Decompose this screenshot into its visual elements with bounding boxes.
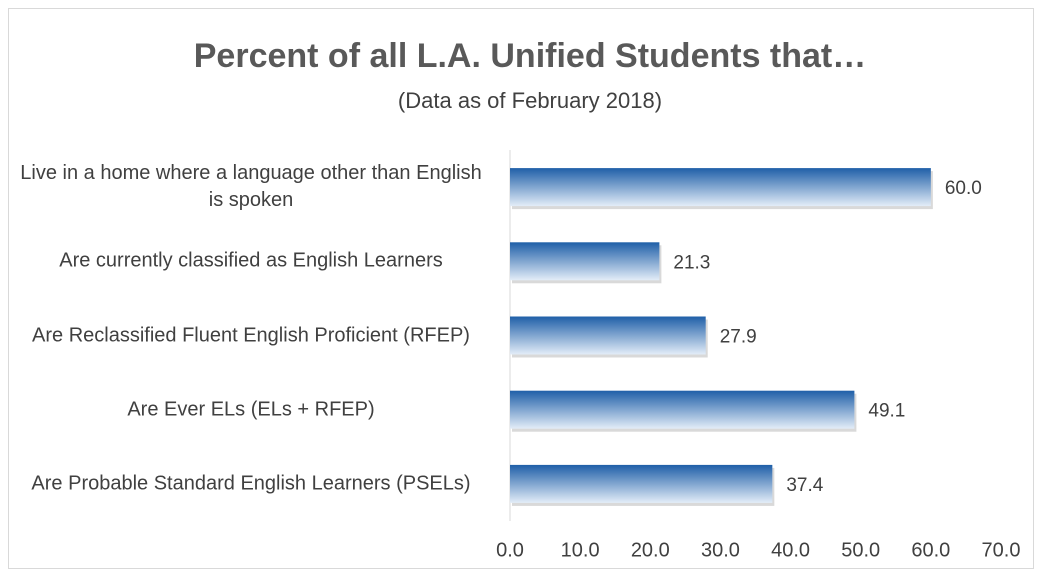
chart-subtitle: (Data as of February 2018)	[398, 88, 662, 113]
x-tick-label: 50.0	[841, 539, 880, 561]
y-tick-label: Are Ever ELs (ELs + RFEP)	[127, 398, 375, 421]
y-tick-label: Are Probable Standard English Learners (…	[31, 472, 471, 495]
data-label: 21.3	[673, 252, 710, 273]
data-label: 60.0	[945, 178, 982, 199]
x-tick-label: 30.0	[701, 539, 740, 561]
x-tick-label: 60.0	[911, 539, 950, 561]
data-label: 27.9	[720, 327, 757, 348]
x-tick-label: 70.0	[982, 539, 1021, 561]
data-label: 37.4	[786, 475, 823, 496]
y-tick-label: Live in a home where a language other th…	[20, 162, 482, 212]
data-label: 49.1	[868, 401, 905, 422]
chart-title: Percent of all L.A. Unified Students tha…	[194, 37, 867, 75]
x-tick-label: 0.0	[496, 539, 524, 561]
bar	[510, 242, 660, 281]
bar	[510, 390, 855, 429]
y-tick-label: Are Reclassified Fluent English Proficie…	[32, 324, 470, 346]
bar	[510, 316, 706, 355]
x-tick-label: 20.0	[631, 539, 670, 561]
bar	[510, 168, 931, 207]
x-tick-label: 40.0	[771, 539, 810, 561]
y-tick-label: Are currently classified as English Lear…	[59, 249, 443, 272]
x-tick-label: 10.0	[561, 539, 600, 561]
bar	[510, 464, 773, 503]
